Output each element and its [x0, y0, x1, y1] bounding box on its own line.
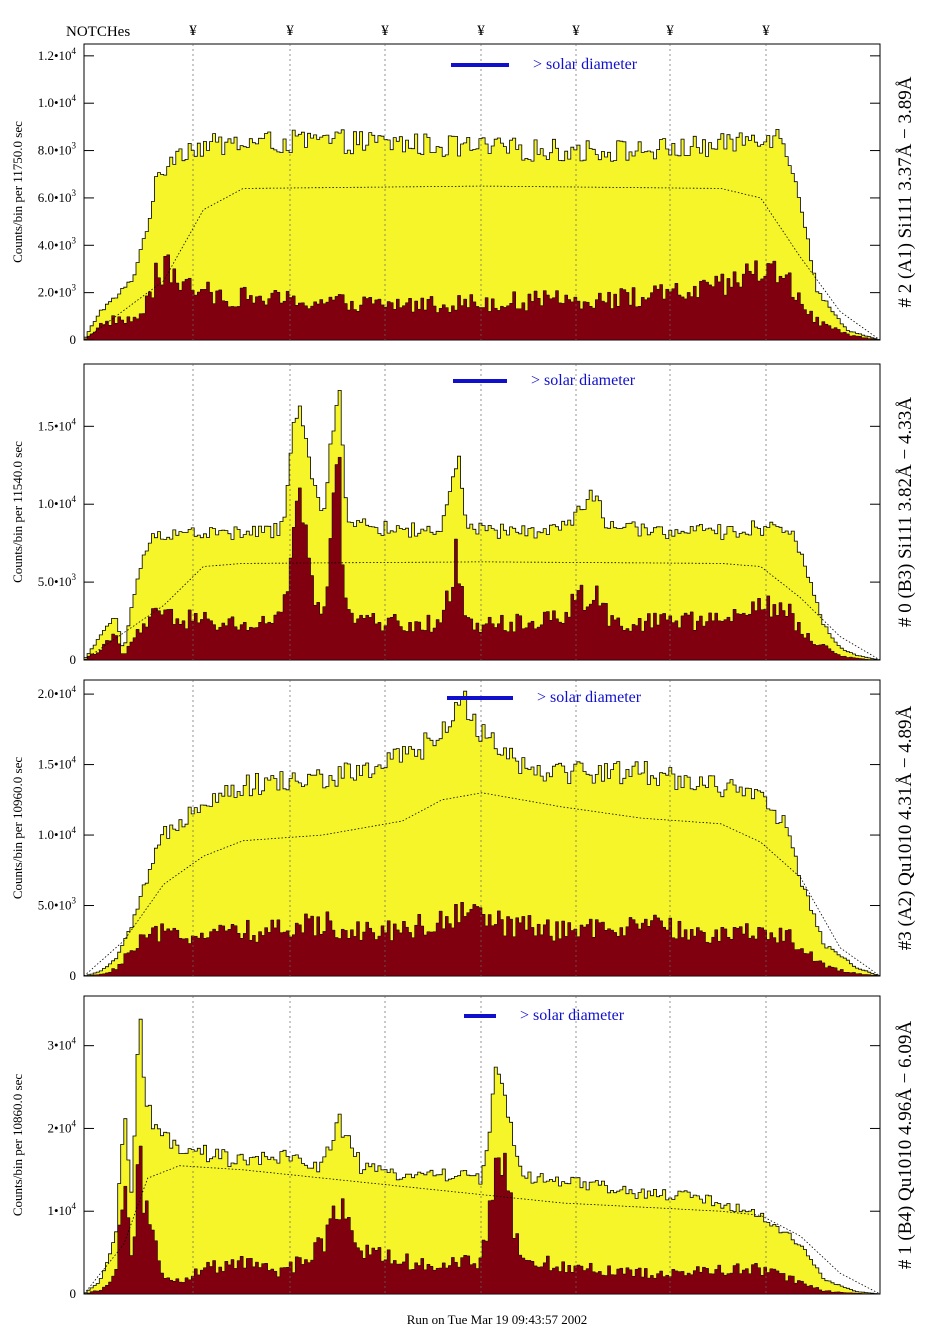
y-tick-label: 0	[70, 332, 77, 347]
y-tick-label: 8.0•103	[38, 141, 77, 158]
series-total-counts	[83, 129, 881, 341]
y-axis-label: Counts/bin per 10860.0 sec	[10, 1074, 25, 1216]
y-tick-label: 0	[70, 1286, 77, 1301]
y-tick-label: 1.0•104	[38, 93, 77, 110]
notch-symbol-6: ¥	[666, 23, 674, 39]
panel-a2-qu1010: 0 5.0•103 1.0•104 1.5•104 2.0•104 Counts/bin …	[10, 679, 916, 983]
notch-symbol-1: ¥	[189, 23, 197, 39]
panel-title: # 2 (A1) Si111 3.37Å − 3.89Å	[895, 76, 916, 307]
y-tick-label: 1.0•104	[38, 494, 77, 511]
y-tick-label: 5.0•103	[38, 572, 77, 589]
notch-symbol-7: ¥	[762, 23, 770, 39]
panel-title: # 1 (B4) Qu1010 4.96Å − 6.09Å	[895, 1021, 916, 1269]
y-axis-label: Counts/bin per 11750.0 sec	[10, 121, 25, 263]
panel-a1-si111: 0 2.0•103 4.0•103 6.0•103 8.0•103 1.0•104 1.2•…	[10, 43, 916, 347]
legend-label: > solar diameter	[533, 56, 638, 73]
y-tick-label: 2•104	[47, 1118, 76, 1135]
series-total-counts	[83, 1018, 881, 1295]
notch-symbols: ¥ ¥ ¥ ¥ ¥ ¥ ¥	[189, 23, 770, 39]
y-tick-label: 1.2•104	[38, 46, 77, 63]
series-model-curve	[83, 792, 881, 977]
panel-title: # 0 (B3) Si111 3.82Å − 4.33Å	[895, 397, 916, 627]
series-total-counts	[83, 690, 881, 977]
y-axis-label: Counts/bin per 11540.0 sec	[10, 441, 25, 583]
series-dark-counts	[83, 1145, 880, 1295]
y-tick-label: 1.0•104	[38, 825, 77, 842]
series-dark-counts	[83, 456, 881, 661]
notches-label: NOTCHes	[66, 24, 130, 40]
run-timestamp: Run on Tue Mar 19 09:43:57 2002	[407, 1312, 588, 1327]
notch-symbol-3: ¥	[381, 23, 389, 39]
notch-symbol-4: ¥	[477, 23, 485, 39]
legend-label: > solar diameter	[531, 372, 636, 389]
y-tick-label: 4.0•103	[38, 235, 77, 252]
y-tick-label: 2.0•104	[38, 684, 77, 701]
y-tick-label: 1.5•104	[38, 755, 77, 772]
series-model-curve	[83, 561, 881, 661]
y-tick-label: 5.0•103	[38, 896, 77, 913]
series-dark-counts	[83, 902, 881, 977]
legend-label: > solar diameter	[520, 1007, 625, 1024]
series-total-counts	[83, 390, 881, 661]
panel-b4-qu1010: 0 1•104 2•104 3•104 Counts/bin per 10860.0 s…	[10, 995, 916, 1301]
series-dark-counts	[83, 254, 881, 341]
legend-label: > solar diameter	[537, 689, 642, 706]
y-tick-label: 6.0•103	[38, 188, 77, 205]
y-axis-label: Counts/bin per 10960.0 sec	[10, 757, 25, 899]
y-tick-label: 1.5•104	[38, 416, 77, 433]
notch-symbol-5: ¥	[572, 23, 580, 39]
notch-symbol-2: ¥	[286, 23, 294, 39]
y-tick-label: 3•104	[47, 1036, 76, 1053]
y-tick-label: 0	[70, 652, 77, 667]
panel-title: #3 (A2) Qu1010 4.31Å − 4.89Å	[895, 705, 916, 950]
y-tick-label: 1•104	[47, 1201, 76, 1218]
y-tick-label: 2.0•103	[38, 283, 77, 300]
y-tick-label: 0	[70, 968, 77, 983]
panel-b3-si111: 0 5.0•103 1.0•104 1.5•104 Counts/bin per 115…	[10, 363, 916, 667]
